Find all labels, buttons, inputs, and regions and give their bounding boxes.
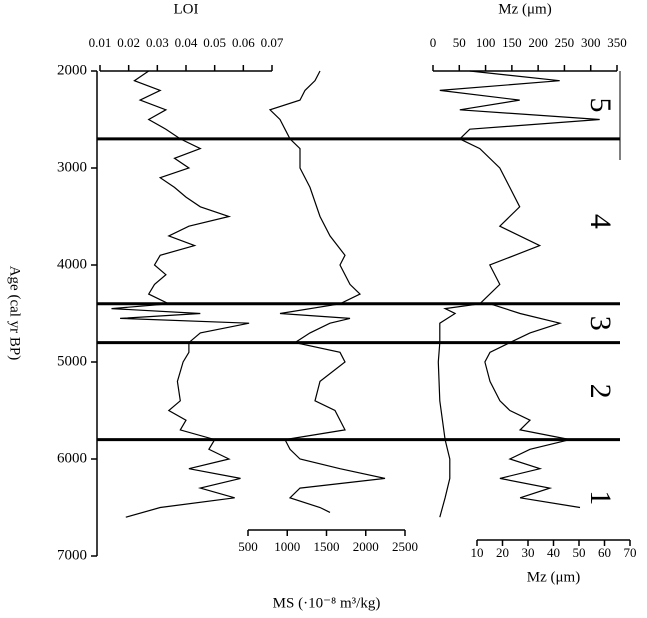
x-tick-label: 350 [607,35,627,50]
x-tick-label: 0.04 [175,35,198,50]
series-line [484,303,581,509]
x-tick-label: 50 [453,35,466,50]
x-tick-label: 0.06 [232,35,255,50]
x-tick-label: 200 [528,35,548,50]
zone-label: 4 [584,214,617,229]
x-tick-label: 60 [598,545,611,560]
x-tick-label: 1000 [274,539,300,554]
y-tick-label: 5000 [57,353,87,369]
y-tick-label: 3000 [57,159,87,175]
x-tick-label: 100 [476,35,496,50]
x-tick-label: 0.01 [89,35,112,50]
zone-label: 1 [584,490,617,505]
x-tick-label: 150 [502,35,522,50]
x-tick-label: 0 [430,35,437,50]
zone-label: 3 [584,316,617,331]
x-tick-label: 2000 [353,539,379,554]
x-axis-label: MS (·10⁻⁸ m³/kg) [273,595,381,611]
x-axis-label: Mz (μm) [498,1,551,17]
x-axis-label: Mz (μm) [527,569,580,585]
series-line [437,70,600,518]
y-tick-label: 7000 [57,547,87,563]
x-tick-label: 2500 [392,539,418,554]
x-tick-label: 0.05 [203,35,226,50]
x-tick-label: 0.02 [117,35,140,50]
x-tick-label: 50 [573,545,586,560]
series-line [111,70,250,518]
y-tick-label: 4000 [57,256,87,272]
x-axis-label: LOI [174,1,199,17]
x-tick-label: 300 [581,35,601,50]
x-tick-label: 70 [624,545,637,560]
x-tick-label: 500 [238,539,258,554]
x-tick-label: 20 [496,545,509,560]
y-tick-label: 2000 [57,62,87,78]
x-tick-label: 30 [522,545,535,560]
y-tick-label: 6000 [57,450,87,466]
x-tick-label: 0.07 [261,35,284,50]
zone-label: 5 [584,97,617,112]
x-tick-label: 10 [471,545,484,560]
y-axis-label: Age (cal yr BP) [7,266,23,361]
x-tick-label: 250 [555,35,575,50]
zone-label: 2 [584,384,617,399]
series-line [268,70,386,513]
x-tick-label: 0.03 [146,35,169,50]
x-tick-label: 40 [547,545,560,560]
x-tick-label: 1500 [314,539,340,554]
